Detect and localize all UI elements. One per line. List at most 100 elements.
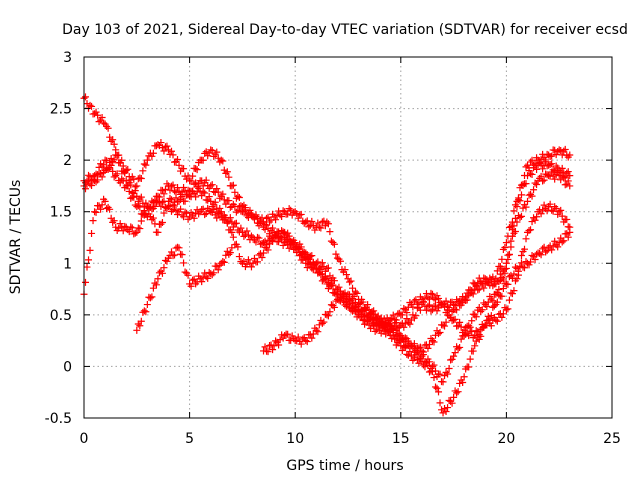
data-point (450, 393, 458, 401)
data-point (217, 156, 225, 164)
data-point-interp (453, 389, 461, 397)
data-point (492, 290, 500, 298)
data-point-interp (336, 287, 344, 295)
data-point-interp (499, 310, 507, 318)
data-point-interp (519, 263, 527, 271)
data-point-interp (359, 307, 367, 315)
data-point-interp (505, 273, 513, 281)
data-point-interp (564, 177, 572, 185)
data-point-interp (198, 278, 206, 286)
data-point (513, 203, 521, 211)
data-point (566, 182, 574, 190)
data-point-interp (220, 258, 228, 266)
data-point-interp (113, 151, 121, 159)
data-point-interp (430, 374, 438, 382)
data-point-interp (128, 224, 136, 232)
data-point-interp (190, 214, 198, 222)
data-point (101, 197, 109, 205)
data-point-interp (454, 388, 462, 396)
data-point-interp (431, 296, 439, 304)
data-point (207, 146, 215, 154)
data-point-interp (189, 211, 197, 219)
data-point-interp (425, 341, 433, 349)
data-point-interp (454, 298, 462, 306)
data-point-interp (226, 249, 234, 257)
series-track-5 (80, 139, 574, 386)
data-point-interp (499, 275, 507, 283)
data-point-interp (247, 263, 255, 271)
data-point-interp (204, 196, 212, 204)
data-point-interp (498, 313, 506, 321)
data-point-interp (272, 216, 280, 224)
data-point-interp (104, 166, 112, 174)
data-point-interp (257, 250, 265, 258)
data-point-interp (240, 232, 248, 240)
data-point-interp (266, 240, 274, 248)
data-point-interp (522, 180, 530, 188)
data-point-interp (88, 229, 96, 237)
data-point-interp (151, 196, 159, 204)
data-point (439, 321, 447, 329)
data-point-interp (163, 257, 171, 265)
data-point-interp (507, 223, 515, 231)
grid (84, 57, 612, 418)
y-tick-label: 2.5 (50, 102, 72, 118)
data-point-interp (246, 206, 254, 214)
data-point-interp (346, 278, 354, 286)
series-track-2 (80, 156, 574, 332)
data-point-interp (361, 303, 369, 311)
data-point-interp (264, 246, 272, 254)
data-point-interp (148, 293, 156, 301)
data-point-interp (362, 306, 370, 314)
data-point-interp (137, 193, 145, 201)
data-point-interp (380, 321, 388, 329)
data-point (143, 203, 151, 211)
data-point-interp (297, 340, 305, 348)
data-point-interp (563, 215, 571, 223)
data-point-interp (250, 254, 258, 262)
data-point-interp (199, 156, 207, 164)
y-tick-label: 1.5 (50, 205, 72, 221)
data-point-interp (433, 384, 441, 392)
data-point (386, 321, 394, 329)
data-point-interp (261, 343, 269, 351)
data-point-interp (134, 202, 142, 210)
data-point-interp (459, 379, 467, 387)
data-point-interp (177, 196, 185, 204)
data-point-interp (255, 234, 263, 242)
data-point-interp (493, 289, 501, 297)
data-point (450, 316, 458, 324)
data-point-interp (308, 252, 316, 260)
data-point-interp (192, 179, 200, 187)
data-point-interp (358, 310, 366, 318)
data-point-interp (174, 184, 182, 192)
data-point-interp (97, 160, 105, 168)
data-point-interp (533, 181, 541, 189)
data-point-interp (103, 157, 111, 165)
data-point (439, 409, 447, 417)
data-point-interp (504, 280, 512, 288)
data-point-interp (107, 155, 115, 163)
data-point-interp (493, 298, 501, 306)
data-point-interp (213, 262, 221, 270)
data-point-interp (137, 174, 145, 182)
data-point-interp (152, 281, 160, 289)
data-point-interp (253, 258, 261, 266)
data-point-interp (517, 191, 525, 199)
data-point-interp (172, 194, 180, 202)
data-point-interp (82, 278, 90, 286)
y-tick-label: 0 (63, 359, 72, 375)
data-point-interp (329, 238, 337, 246)
x-axis-label: GPS time / hours (286, 458, 403, 474)
data-point-interp (557, 206, 565, 214)
data-point-interp (444, 370, 452, 378)
data-point-interp (136, 225, 144, 233)
data-point (513, 218, 521, 226)
data-point-interp (438, 300, 446, 308)
data-point-interp (193, 188, 201, 196)
data-point-interp (223, 218, 231, 226)
data-point-interp (368, 320, 376, 328)
data-point-interp (88, 102, 96, 110)
data-point-interp (527, 158, 535, 166)
data-point-interp (539, 245, 547, 253)
